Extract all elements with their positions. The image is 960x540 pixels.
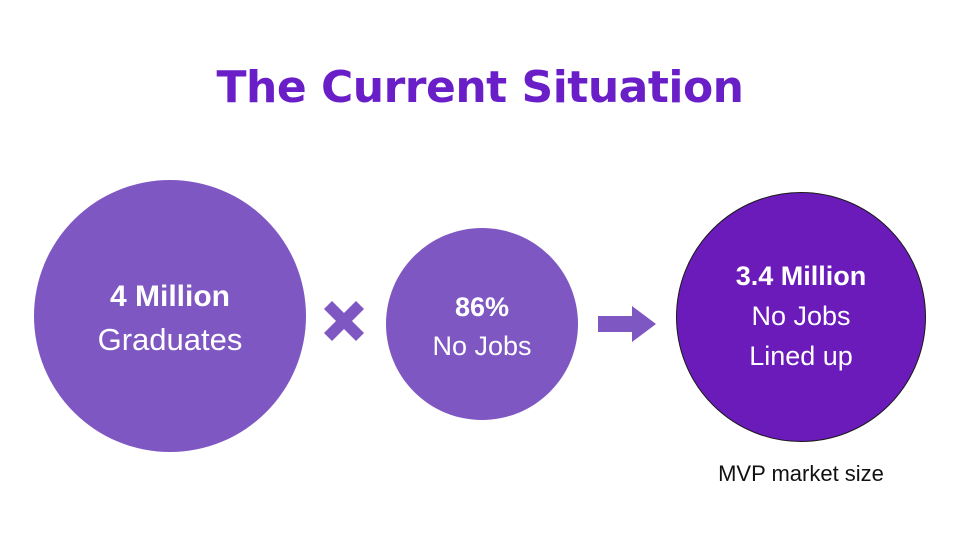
page-title: The Current Situation <box>216 62 744 113</box>
no-jobs-percent-circle: 86% No Jobs <box>386 228 578 420</box>
arrow-right-icon-shape <box>598 306 656 342</box>
graduates-circle: 4 Million Graduates <box>34 180 306 452</box>
market-size-count: 3.4 Million <box>735 261 867 291</box>
graduates-count: 4 Million <box>109 280 230 313</box>
market-size-label-2: Lined up <box>749 341 853 371</box>
graduates-circle-text: 4 Million Graduates <box>98 276 243 362</box>
times-icon-shape <box>324 301 364 341</box>
no-jobs-percent-circle-text: 86% No Jobs <box>432 288 531 366</box>
market-size-circle: 3.4 Million No Jobs Lined up <box>676 192 926 442</box>
arrow-right-icon <box>598 306 656 342</box>
market-size-caption: MVP market size <box>718 461 884 486</box>
no-jobs-percent-label: No Jobs <box>432 331 532 361</box>
graduates-label: Graduates <box>97 322 243 357</box>
no-jobs-percent: 86% <box>454 292 510 322</box>
times-icon <box>324 301 364 341</box>
market-size-label-1: No Jobs <box>751 301 851 331</box>
market-size-circle-text: 3.4 Million No Jobs Lined up <box>736 256 867 376</box>
